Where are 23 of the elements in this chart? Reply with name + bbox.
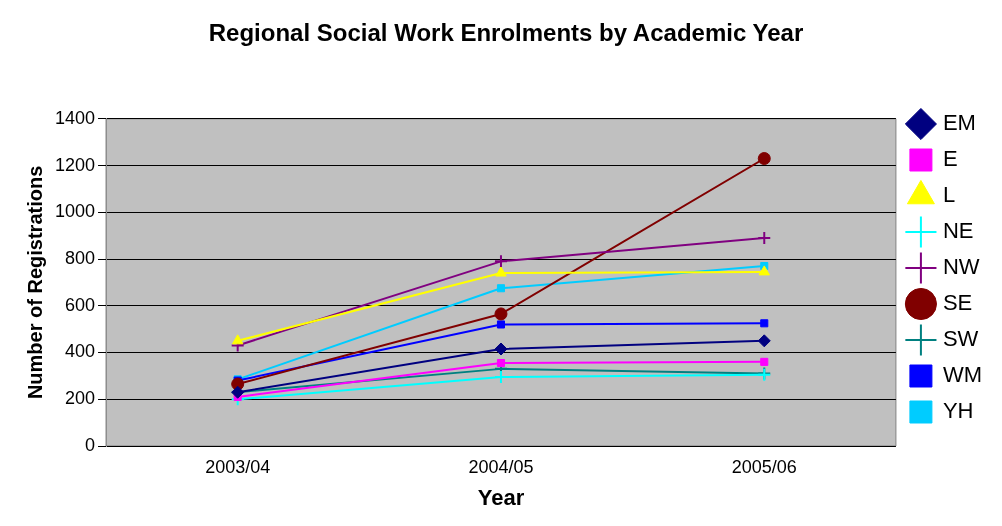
legend-label: EM: [942, 110, 976, 136]
legend-label: NW: [942, 254, 980, 280]
y-tick-label: 400: [65, 341, 96, 362]
y-axis-title: Number of Registrations: [23, 165, 46, 400]
legend-label: E: [942, 146, 958, 172]
legend-label: YH: [942, 398, 974, 424]
x-axis-title: Year: [477, 484, 525, 510]
legend-label: NE: [942, 218, 974, 244]
y-tick-label: 200: [65, 388, 96, 409]
y-tick-label: 1200: [55, 154, 96, 175]
legend-label: SW: [942, 326, 979, 352]
y-tick-label: 800: [65, 248, 96, 268]
y-tick-label: 1400: [55, 107, 96, 128]
y-tick-label: 600: [65, 294, 96, 315]
x-tick-label: 2005/06: [731, 456, 797, 477]
legend-label: L: [942, 182, 956, 208]
x-tick-label: 2003/04: [205, 456, 271, 477]
chart-title: Regional Social Work Enrolments by Academic Year: [208, 19, 804, 47]
y-tick-label: 1000: [55, 201, 96, 222]
x-tick-label: 2004/05: [468, 456, 534, 477]
y-tick-label: 0: [85, 434, 96, 455]
legend-label: WM: [942, 362, 982, 388]
legend-label: SE: [942, 290, 973, 316]
